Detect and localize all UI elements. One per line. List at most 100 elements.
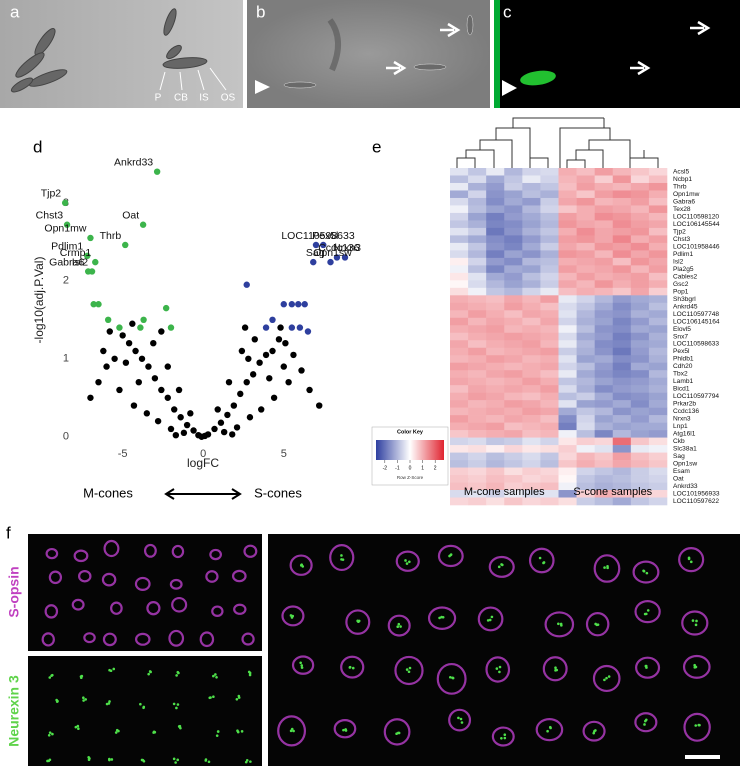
heatmap-cell <box>612 415 632 423</box>
color-key-tick-label: 2 <box>434 465 437 471</box>
heatmap-cell <box>612 295 632 304</box>
cell-ring <box>233 603 247 615</box>
heatmap-cell <box>612 168 632 176</box>
cell-ring <box>277 715 307 747</box>
heatmap-cell <box>450 340 469 349</box>
heatmap-cell <box>576 182 595 191</box>
row-label: Ckb <box>673 438 685 445</box>
heatmap-cell <box>594 452 614 461</box>
heatmap-cell <box>540 467 559 476</box>
cell-dot <box>351 666 355 670</box>
point <box>256 359 263 366</box>
point <box>100 347 107 355</box>
heatmap-cell <box>594 197 614 206</box>
heatmap-cell <box>450 242 469 251</box>
heatmap-cell <box>648 385 668 393</box>
heatmap-cell <box>630 182 650 191</box>
row-label: Atg16l1 <box>673 431 696 438</box>
heatmap-cell <box>576 452 595 461</box>
heatmap-cell <box>648 332 668 341</box>
heatmap-cell <box>558 415 577 423</box>
point <box>288 324 296 331</box>
annotation: M-cones <box>83 485 133 500</box>
point <box>295 301 302 308</box>
heatmap-cell <box>558 340 577 349</box>
cell-ring <box>211 605 224 617</box>
heatmap-cell <box>576 332 595 341</box>
point <box>333 254 341 261</box>
heatmap-cell <box>576 257 595 266</box>
heatmap-cell <box>648 287 668 296</box>
heatmap-cell <box>468 220 487 229</box>
heatmap-cell <box>594 272 614 281</box>
row-label: Prkar2b <box>673 401 696 408</box>
point <box>153 168 161 175</box>
point <box>87 394 94 401</box>
point <box>61 199 69 207</box>
heatmap-cell <box>594 362 614 371</box>
cell-ring <box>488 555 515 578</box>
image-label: IS <box>199 93 209 104</box>
heatmap-cell <box>540 250 559 259</box>
heatmap-cell <box>612 317 632 326</box>
cell-dot <box>538 556 542 560</box>
point <box>214 406 221 413</box>
point <box>183 421 191 429</box>
heatmap-cell <box>486 467 505 476</box>
heatmap-cell <box>558 355 577 364</box>
row-label: Tjp2 <box>673 228 686 235</box>
cell-ring <box>436 662 467 695</box>
cell-ring <box>329 544 355 572</box>
heatmap-cell <box>648 227 668 236</box>
heatmap-cell <box>522 227 541 236</box>
heatmap-cell <box>630 482 650 491</box>
heatmap-cell <box>558 235 577 244</box>
cell-ring <box>593 554 621 583</box>
point <box>135 378 142 386</box>
heatmap-cell <box>576 220 595 229</box>
y-tick-label: 0 <box>63 431 69 443</box>
point <box>243 281 250 288</box>
heatmap-cell <box>450 452 469 461</box>
point <box>125 339 133 347</box>
row-label: Pop1 <box>673 288 689 295</box>
heatmap-cell <box>450 325 469 334</box>
heatmap-cell <box>486 422 505 431</box>
heatmap-cell <box>630 310 650 319</box>
heatmap-cell <box>540 227 559 236</box>
heatmap-cell <box>486 452 505 461</box>
heatmap-cell <box>468 242 487 251</box>
heatmap-cell <box>558 430 577 438</box>
heatmap-cell <box>630 460 650 468</box>
row-label: Cdh20 <box>673 363 693 370</box>
heatmap-cell <box>630 415 650 423</box>
cell-dot <box>292 729 295 733</box>
row-label: Ncbp1 <box>673 176 692 183</box>
heatmap-cell <box>486 332 505 341</box>
heatmap-cell <box>612 287 632 296</box>
heatmap-cell <box>504 415 523 423</box>
heatmap-cell <box>522 265 541 274</box>
heatmap-cell <box>486 220 505 229</box>
heatmap-cell <box>504 490 523 498</box>
heatmap-cell <box>648 265 668 274</box>
cell-dot <box>107 757 111 761</box>
heatmap-cell <box>594 460 614 468</box>
heatmap-cell <box>522 392 541 401</box>
cell-dot <box>147 672 150 676</box>
cell-dot <box>108 700 111 703</box>
heatmap-cell <box>450 490 469 498</box>
heatmap-cell <box>468 317 487 326</box>
cell-ring <box>209 548 222 561</box>
point <box>122 359 130 366</box>
heatmap-cell <box>504 347 523 356</box>
point <box>225 378 233 386</box>
heatmap-cell <box>522 302 541 311</box>
point-label: Opn1mw <box>44 223 86 235</box>
cell-dot <box>457 716 460 720</box>
cell-dot <box>139 702 142 706</box>
heatmap-cell <box>522 415 541 423</box>
heatmap-cell <box>576 168 595 176</box>
color-key-tick-label: -2 <box>383 465 388 471</box>
cell-ring <box>634 600 661 624</box>
